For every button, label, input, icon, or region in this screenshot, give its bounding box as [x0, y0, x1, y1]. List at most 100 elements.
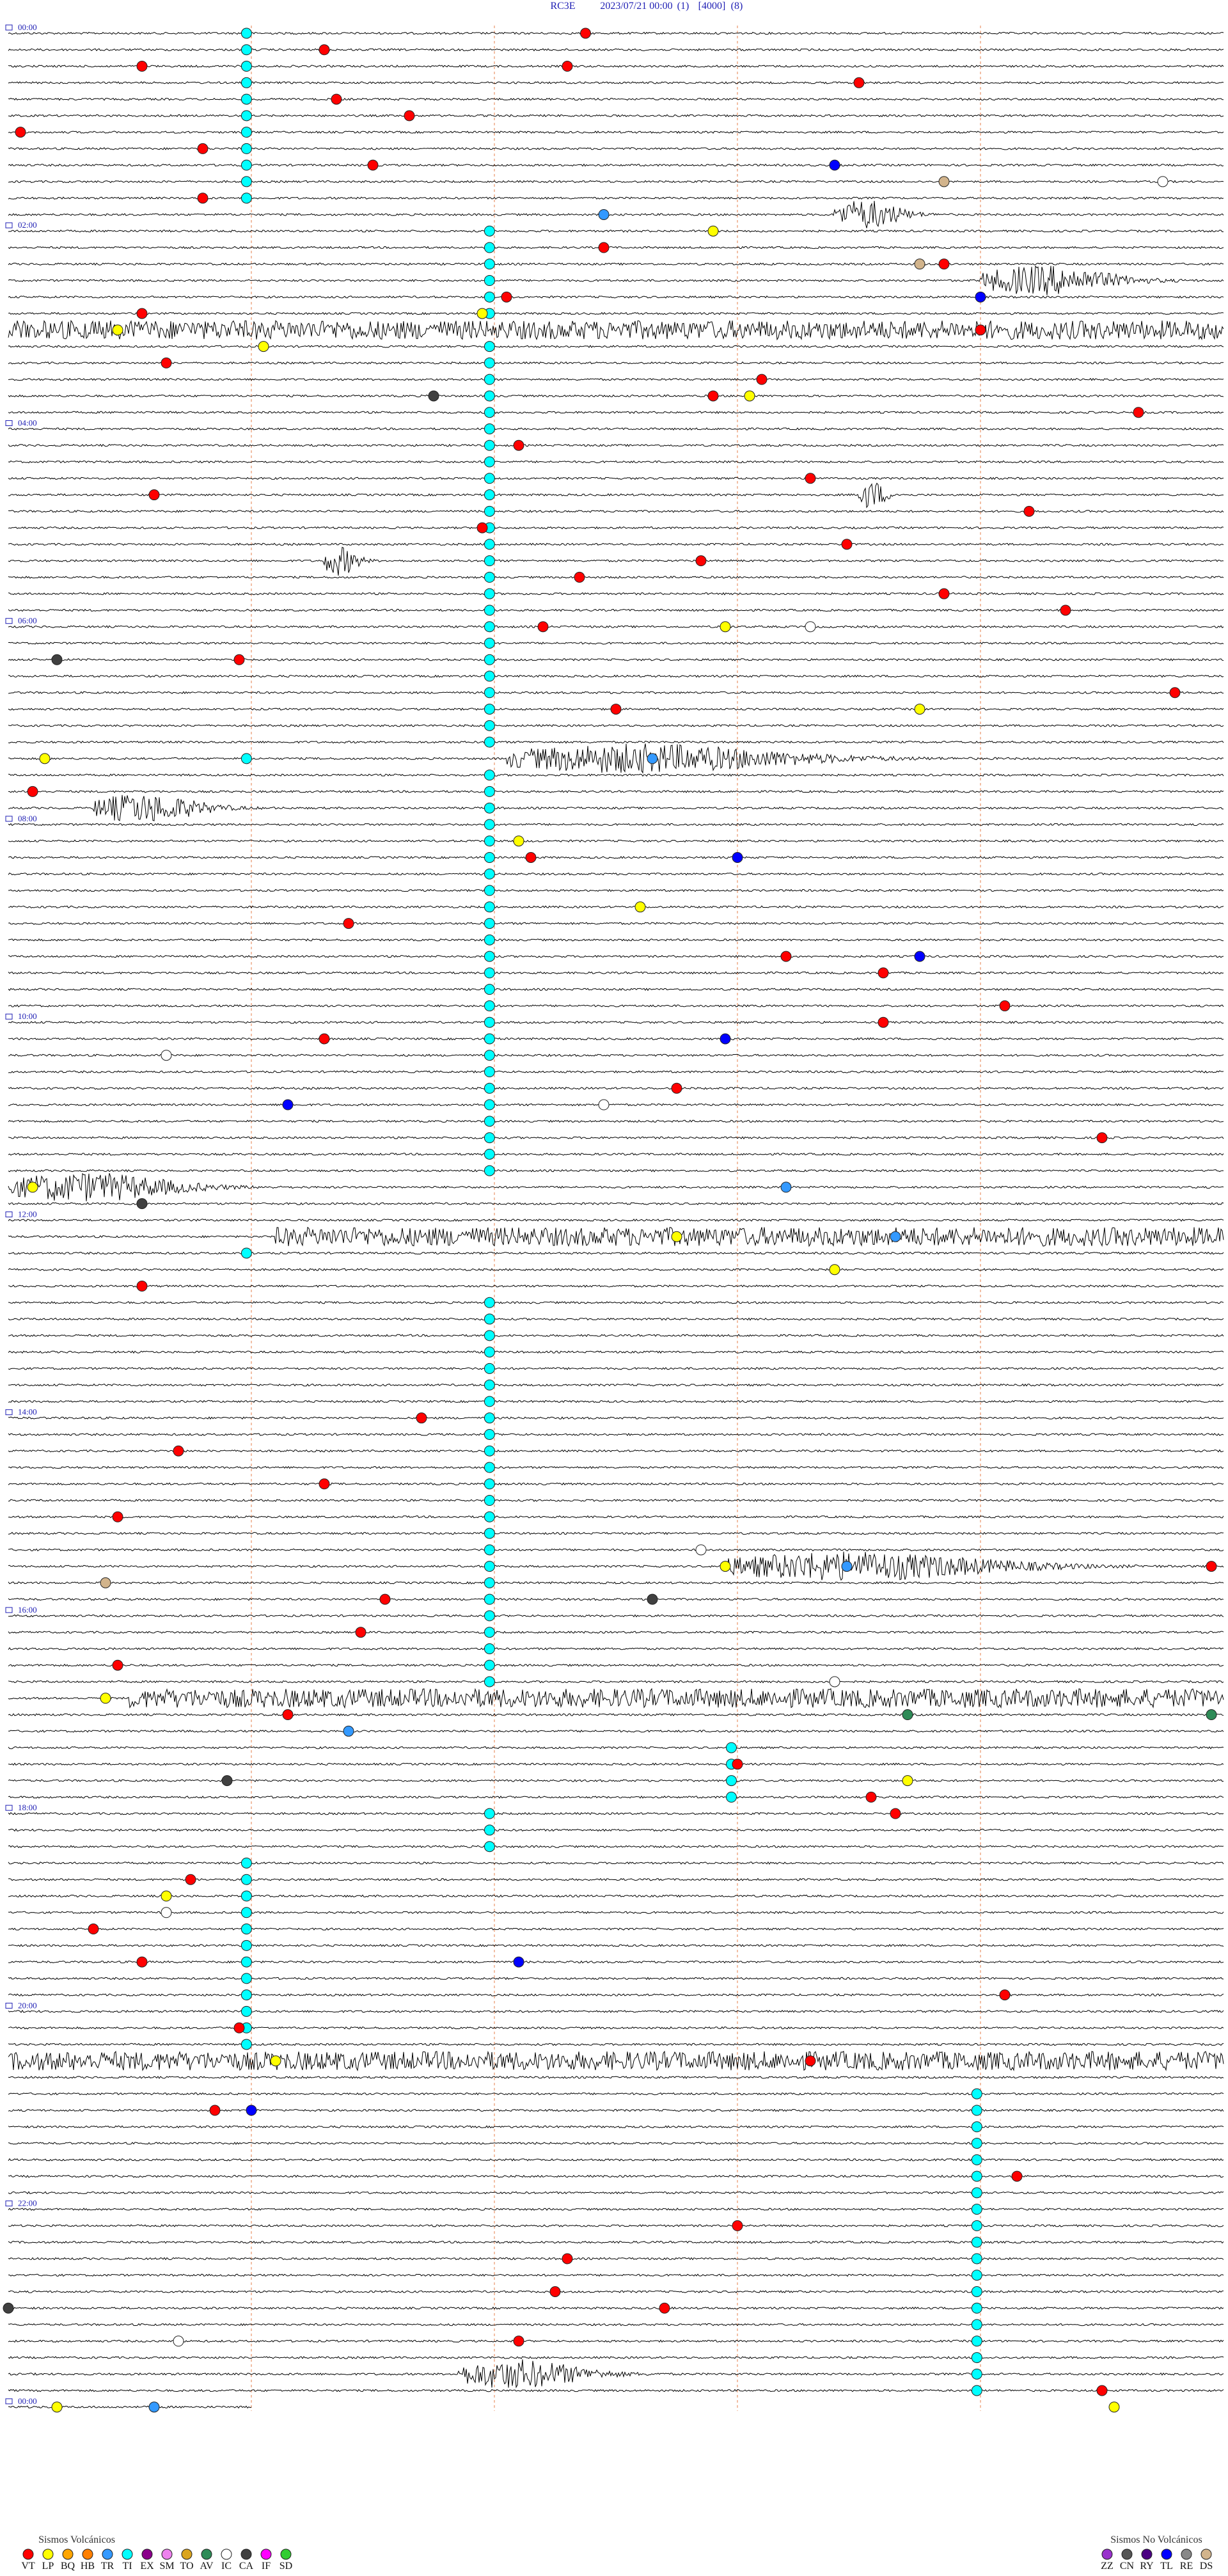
trace — [8, 1680, 1224, 1684]
event-ti — [484, 225, 495, 237]
event-lp — [258, 341, 269, 352]
legend-swatch — [201, 2548, 212, 2560]
event-vt — [1096, 1132, 1108, 1144]
event-ti — [484, 1676, 495, 1687]
trace — [8, 1927, 1224, 1931]
trace — [8, 1202, 1224, 1206]
event-vt — [805, 473, 816, 484]
label-box — [5, 420, 13, 426]
event-ti — [971, 2088, 982, 2099]
event-ti — [240, 1247, 252, 1259]
event-tl — [720, 1033, 731, 1045]
event-vt — [975, 324, 986, 336]
event-ti — [484, 918, 495, 929]
trace — [8, 2108, 1224, 2112]
event-ti — [484, 1000, 495, 1011]
legend-swatch — [280, 2548, 292, 2560]
trace — [8, 443, 1224, 447]
event-ic — [598, 1099, 610, 1110]
event-lp — [902, 1775, 913, 1787]
trace — [8, 200, 1224, 228]
trace — [8, 1300, 1224, 1304]
event-ti — [484, 720, 495, 731]
trace — [8, 1383, 1224, 1387]
trace — [8, 31, 1224, 35]
event-lp — [39, 753, 51, 764]
event-ti — [971, 2170, 982, 2182]
event-vt — [610, 704, 622, 715]
legend-swatch — [1161, 2548, 1172, 2560]
label-box — [5, 618, 13, 624]
event-ti — [484, 473, 495, 484]
time-label: 10:00 — [18, 1011, 37, 1021]
event-vt — [562, 2253, 573, 2264]
event-ti — [484, 1462, 495, 1473]
legend: Sismos Volcánicos VT LP BQ HB TR TI EX SM TO AV IC C… — [21, 2534, 1213, 2572]
trace — [8, 1762, 1224, 1766]
trace — [8, 954, 1224, 958]
trace — [8, 658, 1224, 661]
trace — [8, 1119, 1224, 1123]
event-ti — [484, 1808, 495, 1819]
event-ti — [971, 2154, 982, 2165]
event-lp — [27, 1181, 38, 1193]
event-vt — [805, 2055, 816, 2067]
event-ti — [484, 621, 495, 633]
event-vt — [112, 1511, 123, 1522]
event-tr — [343, 1725, 354, 1737]
event-ti — [484, 1050, 495, 1061]
channel: (1) — [677, 1, 689, 12]
trace — [8, 1152, 1224, 1156]
trace — [8, 1037, 1224, 1041]
event-ti — [240, 143, 252, 154]
trace — [8, 1499, 1224, 1502]
event-ti — [484, 1297, 495, 1308]
event-ti — [484, 439, 495, 451]
trace — [8, 2257, 1224, 2261]
event-tl — [829, 159, 840, 171]
trace — [8, 2174, 1224, 2178]
trace — [8, 2050, 1224, 2072]
event-vt — [780, 951, 792, 962]
trace — [8, 97, 1224, 101]
event-vt — [282, 1709, 294, 1721]
event-ti — [484, 637, 495, 649]
trace — [8, 394, 1224, 398]
event-vt — [355, 1627, 366, 1638]
event-vt — [1011, 2170, 1023, 2182]
legend-swatch — [82, 2548, 93, 2560]
trace — [8, 1581, 1224, 1584]
label-box — [5, 1607, 13, 1613]
scale: (8) — [731, 1, 743, 12]
event-vt — [136, 1956, 148, 1968]
trace — [8, 674, 1224, 678]
trace — [8, 2290, 1224, 2293]
trace — [8, 1054, 1224, 1057]
event-ti — [484, 489, 495, 501]
event-vt — [1133, 407, 1144, 418]
trace — [8, 1911, 1224, 1915]
event-ti — [484, 1841, 495, 1853]
trace — [8, 2405, 252, 2409]
event-ti — [484, 1116, 495, 1127]
event-ti — [484, 456, 495, 468]
event-vt — [878, 1016, 889, 1028]
event-lp — [829, 1264, 840, 1276]
event-ti — [971, 2270, 982, 2281]
trace — [8, 1845, 1224, 1849]
event-vt — [27, 786, 38, 797]
event-ti — [971, 2105, 982, 2116]
event-ti — [484, 1363, 495, 1374]
event-ti — [484, 1428, 495, 1440]
event-ti — [240, 193, 252, 204]
trace — [8, 146, 1224, 150]
trace — [8, 180, 1224, 184]
event-vt — [148, 489, 160, 501]
legend-code: CN — [1120, 2561, 1135, 2572]
event-ti — [484, 588, 495, 599]
event-ti — [484, 1379, 495, 1391]
event-lp — [720, 621, 731, 633]
trace — [8, 922, 1224, 926]
event-lp — [112, 324, 123, 336]
event-vt — [732, 2220, 743, 2231]
